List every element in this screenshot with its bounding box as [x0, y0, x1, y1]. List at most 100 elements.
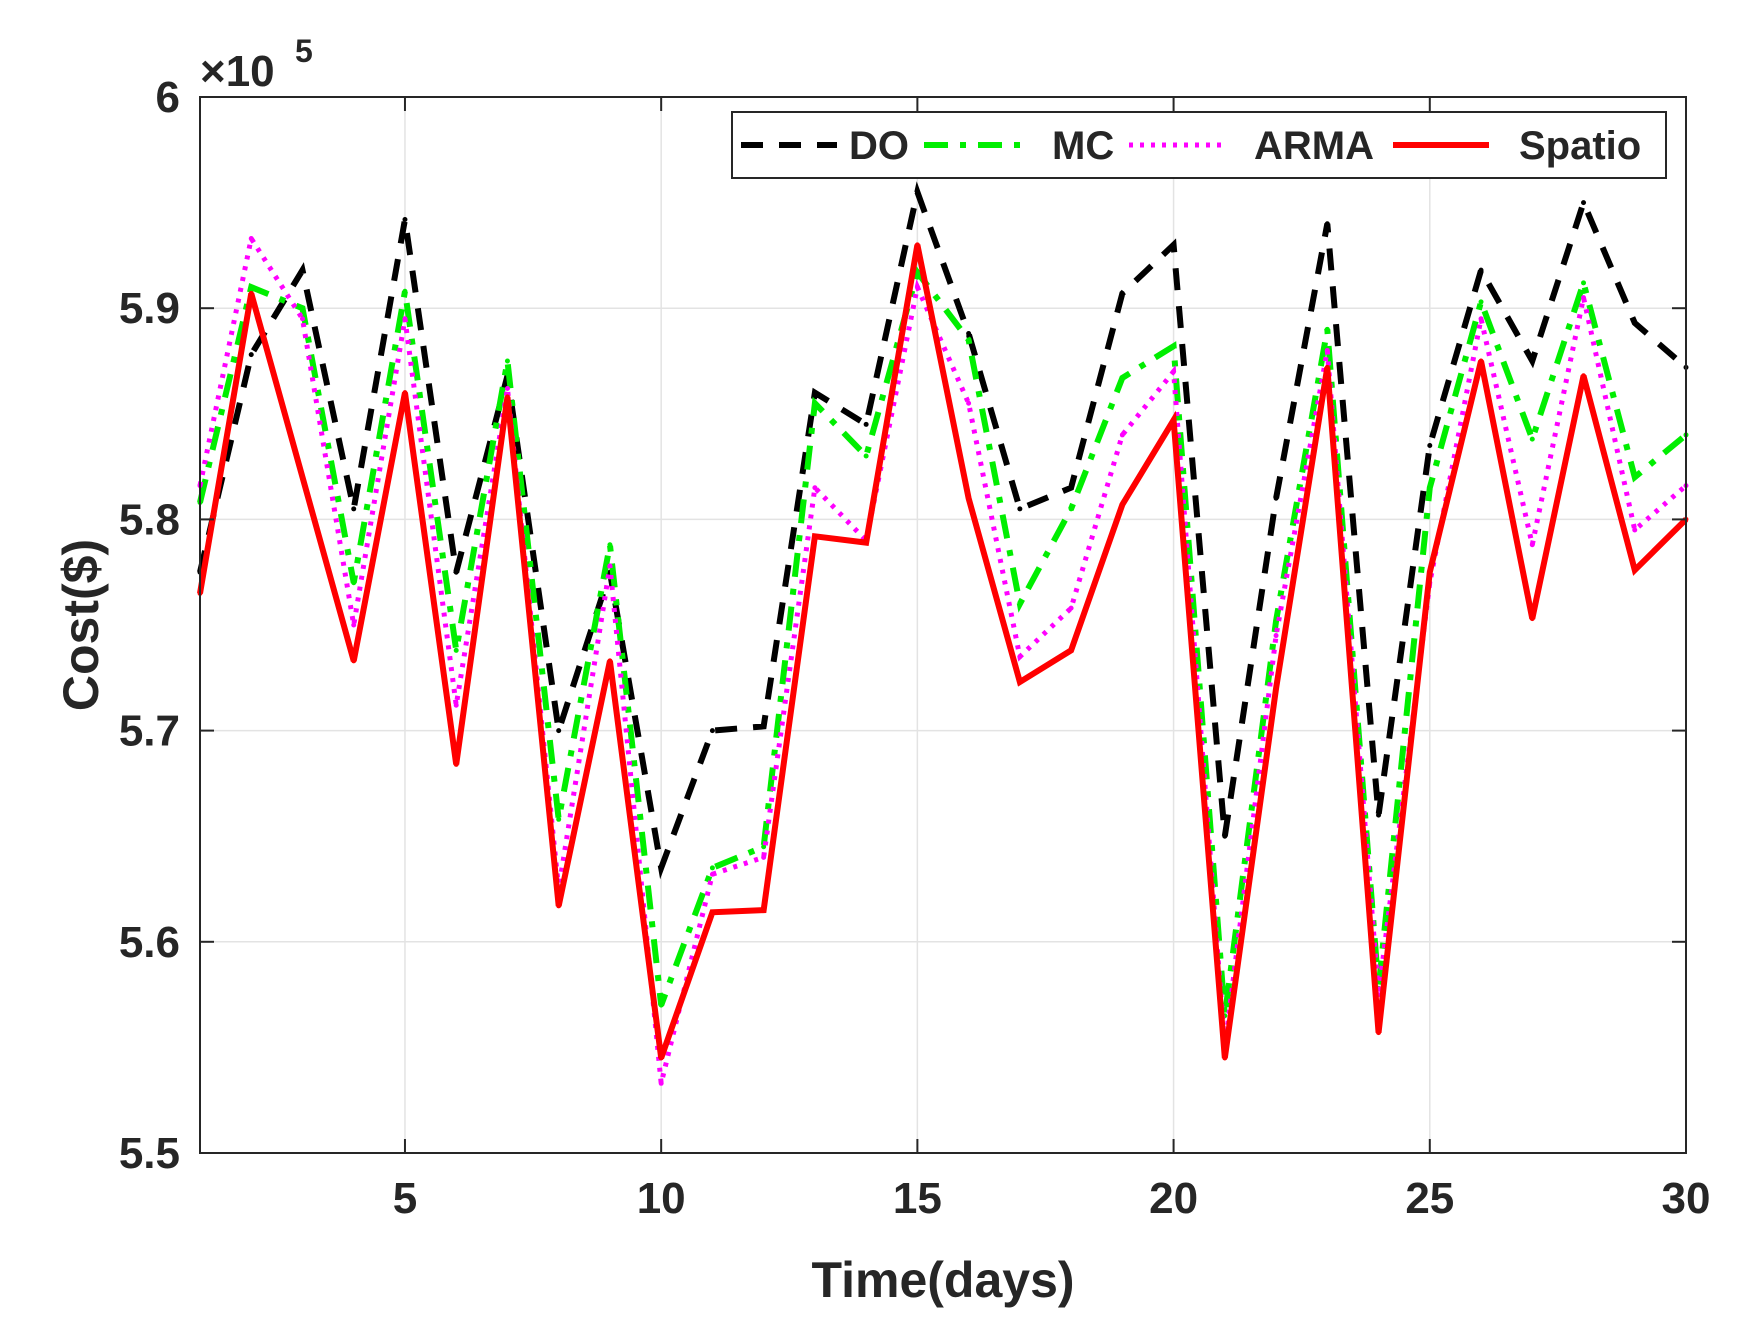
data-point-spatio: [812, 533, 818, 539]
data-point-arma: [1119, 432, 1125, 438]
data-point-arma: [1171, 369, 1177, 375]
data-point-do: [402, 216, 408, 222]
data-point-do: [351, 506, 357, 512]
data-point-do: [1324, 221, 1330, 227]
data-point-do: [709, 728, 715, 734]
data-point-arma: [453, 702, 459, 708]
data-point-do: [1581, 200, 1587, 206]
y-tick-label: 5.7: [119, 707, 180, 756]
data-point-spatio: [1376, 1030, 1382, 1036]
data-point-spatio: [453, 761, 459, 767]
data-point-spatio: [299, 474, 305, 480]
data-point-do: [812, 390, 818, 396]
data-point-spatio: [1119, 502, 1125, 508]
x-axis-title: Time(days): [811, 1252, 1074, 1308]
data-point-do: [248, 352, 254, 358]
data-point-spatio: [863, 540, 869, 546]
data-point-do: [761, 723, 767, 729]
data-point-do: [658, 865, 664, 871]
data-point-spatio: [709, 909, 715, 915]
data-point-mc: [299, 305, 305, 311]
data-point-spatio: [1581, 373, 1587, 379]
data-point-mc: [863, 453, 869, 459]
data-point-spatio: [1478, 358, 1484, 364]
data-point-mc: [709, 865, 715, 871]
x-tick-label: 25: [1405, 1174, 1454, 1223]
data-point-mc: [248, 284, 254, 290]
x-tick-label: 20: [1149, 1174, 1198, 1223]
data-point-mc: [1632, 474, 1638, 480]
data-point-spatio: [1324, 364, 1330, 370]
data-point-do: [914, 189, 920, 195]
data-point-arma: [1581, 295, 1587, 301]
legend-label-arma: ARMA: [1254, 124, 1374, 168]
series-line-do: [197, 181, 1688, 880]
data-point-do: [1529, 358, 1535, 364]
data-point-do: [1171, 242, 1177, 248]
data-point-do: [1119, 290, 1125, 296]
data-point-arma: [709, 871, 715, 877]
data-point-do: [1222, 833, 1228, 839]
plot-frame: [199, 96, 1687, 1154]
data-point-arma: [299, 316, 305, 322]
data-point-arma: [761, 854, 767, 860]
data-point-do: [863, 421, 869, 427]
x-tick-label: 30: [1662, 1174, 1711, 1223]
x-tick-label: 15: [893, 1174, 942, 1223]
data-point-arma: [351, 622, 357, 628]
legend-label-spatio: Spatio: [1519, 124, 1641, 168]
data-point-do: [1427, 442, 1433, 448]
data-point-arma: [812, 485, 818, 491]
data-point-do: [966, 331, 972, 337]
data-point-mc: [556, 816, 562, 822]
data-point-spatio: [914, 242, 920, 248]
data-point-arma: [966, 400, 972, 406]
data-point-arma: [1632, 527, 1638, 533]
legend-entries: DO MC ARMA Spatio: [741, 124, 1641, 168]
data-point-spatio: [658, 1055, 664, 1061]
data-point-spatio: [1632, 567, 1638, 573]
data-point-spatio: [1273, 685, 1279, 691]
series-lines: [197, 181, 1689, 1086]
y-tick-label: 5.5: [119, 1129, 180, 1178]
data-point-arma: [1068, 605, 1074, 611]
y-scale-label: ×10: [200, 47, 275, 96]
data-point-spatio: [1068, 647, 1074, 653]
y-tick-label: 5.6: [119, 918, 180, 967]
series-line-spatio: [197, 244, 1689, 1059]
data-point-arma: [658, 1080, 664, 1086]
data-point-mc: [1119, 375, 1125, 381]
data-point-do: [1017, 506, 1023, 512]
data-point-spatio: [1017, 679, 1023, 685]
data-point-arma: [1478, 316, 1484, 322]
data-point-mc: [453, 647, 459, 653]
data-point-do: [1478, 267, 1484, 273]
data-point-do: [1068, 485, 1074, 491]
data-point-spatio: [1171, 417, 1177, 423]
data-point-arma: [607, 563, 613, 569]
legend: DO MC ARMA Spatio: [731, 111, 1667, 179]
data-point-mc: [1017, 601, 1023, 607]
data-point-do: [1376, 812, 1382, 818]
data-point-mc: [1427, 485, 1433, 491]
data-point-mc: [761, 844, 767, 850]
data-point-spatio: [402, 390, 408, 396]
data-point-mc: [1324, 326, 1330, 332]
x-tick-label: 5: [393, 1174, 417, 1223]
data-point-arma: [402, 316, 408, 322]
data-point-spatio: [966, 495, 972, 501]
data-point-arma: [248, 236, 254, 242]
data-point-spatio: [761, 907, 767, 913]
legend-label-do: DO: [849, 124, 909, 168]
data-point-arma: [504, 385, 510, 391]
data-point-do: [556, 728, 562, 734]
y-scale-exponent: 5: [295, 33, 313, 69]
data-point-mc: [1068, 506, 1074, 512]
data-point-do: [453, 569, 459, 575]
series-line-mc: [197, 265, 1688, 1017]
x-tick-label: 10: [637, 1174, 686, 1223]
data-point-mc: [351, 580, 357, 586]
data-point-spatio: [1222, 1055, 1228, 1061]
data-point-mc: [504, 358, 510, 364]
data-point-do: [299, 267, 305, 273]
